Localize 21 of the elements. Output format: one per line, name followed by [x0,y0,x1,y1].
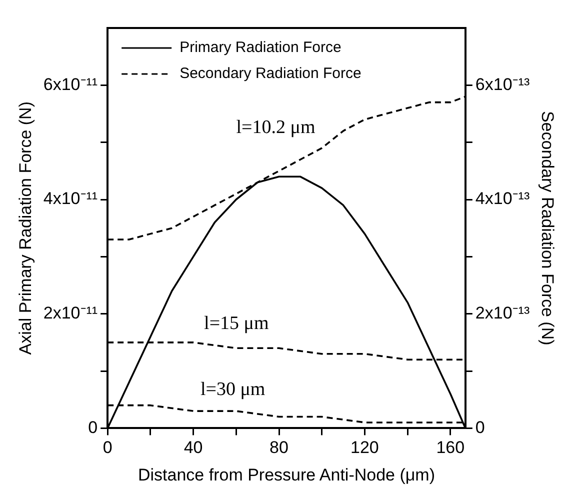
y-tick-label: 2x10⁻¹¹ [43,304,98,323]
y2-axis-title: Secondary Radiation Force (N) [538,110,558,346]
x-tick-label: 120 [350,438,379,458]
y2-tick-label: 2x10⁻¹³ [475,304,530,323]
x-tick-label: 80 [270,438,288,458]
y-tick-label: 6x10⁻¹¹ [43,74,98,94]
y2-tick-label: 6x10⁻¹³ [475,74,530,94]
legend-label: Primary Radiation Force [180,39,342,56]
x-tick-label: 0 [102,438,112,458]
annotation: l=10.2 μm [236,117,316,138]
y-axis-title: Axial Primary Radiation Force (N) [16,102,35,355]
y2-tick-label: 0 [475,418,485,437]
annotation: l=30 μm [200,379,266,400]
x-tick-label: 160 [436,438,465,458]
y-tick-label: 4x10⁻¹¹ [43,189,98,208]
y-tick-label: 0 [88,418,98,437]
x-tick-label: 40 [184,438,203,458]
legend-label: Secondary Radiation Force [180,65,362,82]
annotation: l=15 μm [204,313,269,334]
x-axis-title: Distance from Pressure Anti-Node (μm) [138,465,435,484]
y2-tick-label: 4x10⁻¹³ [475,189,530,208]
